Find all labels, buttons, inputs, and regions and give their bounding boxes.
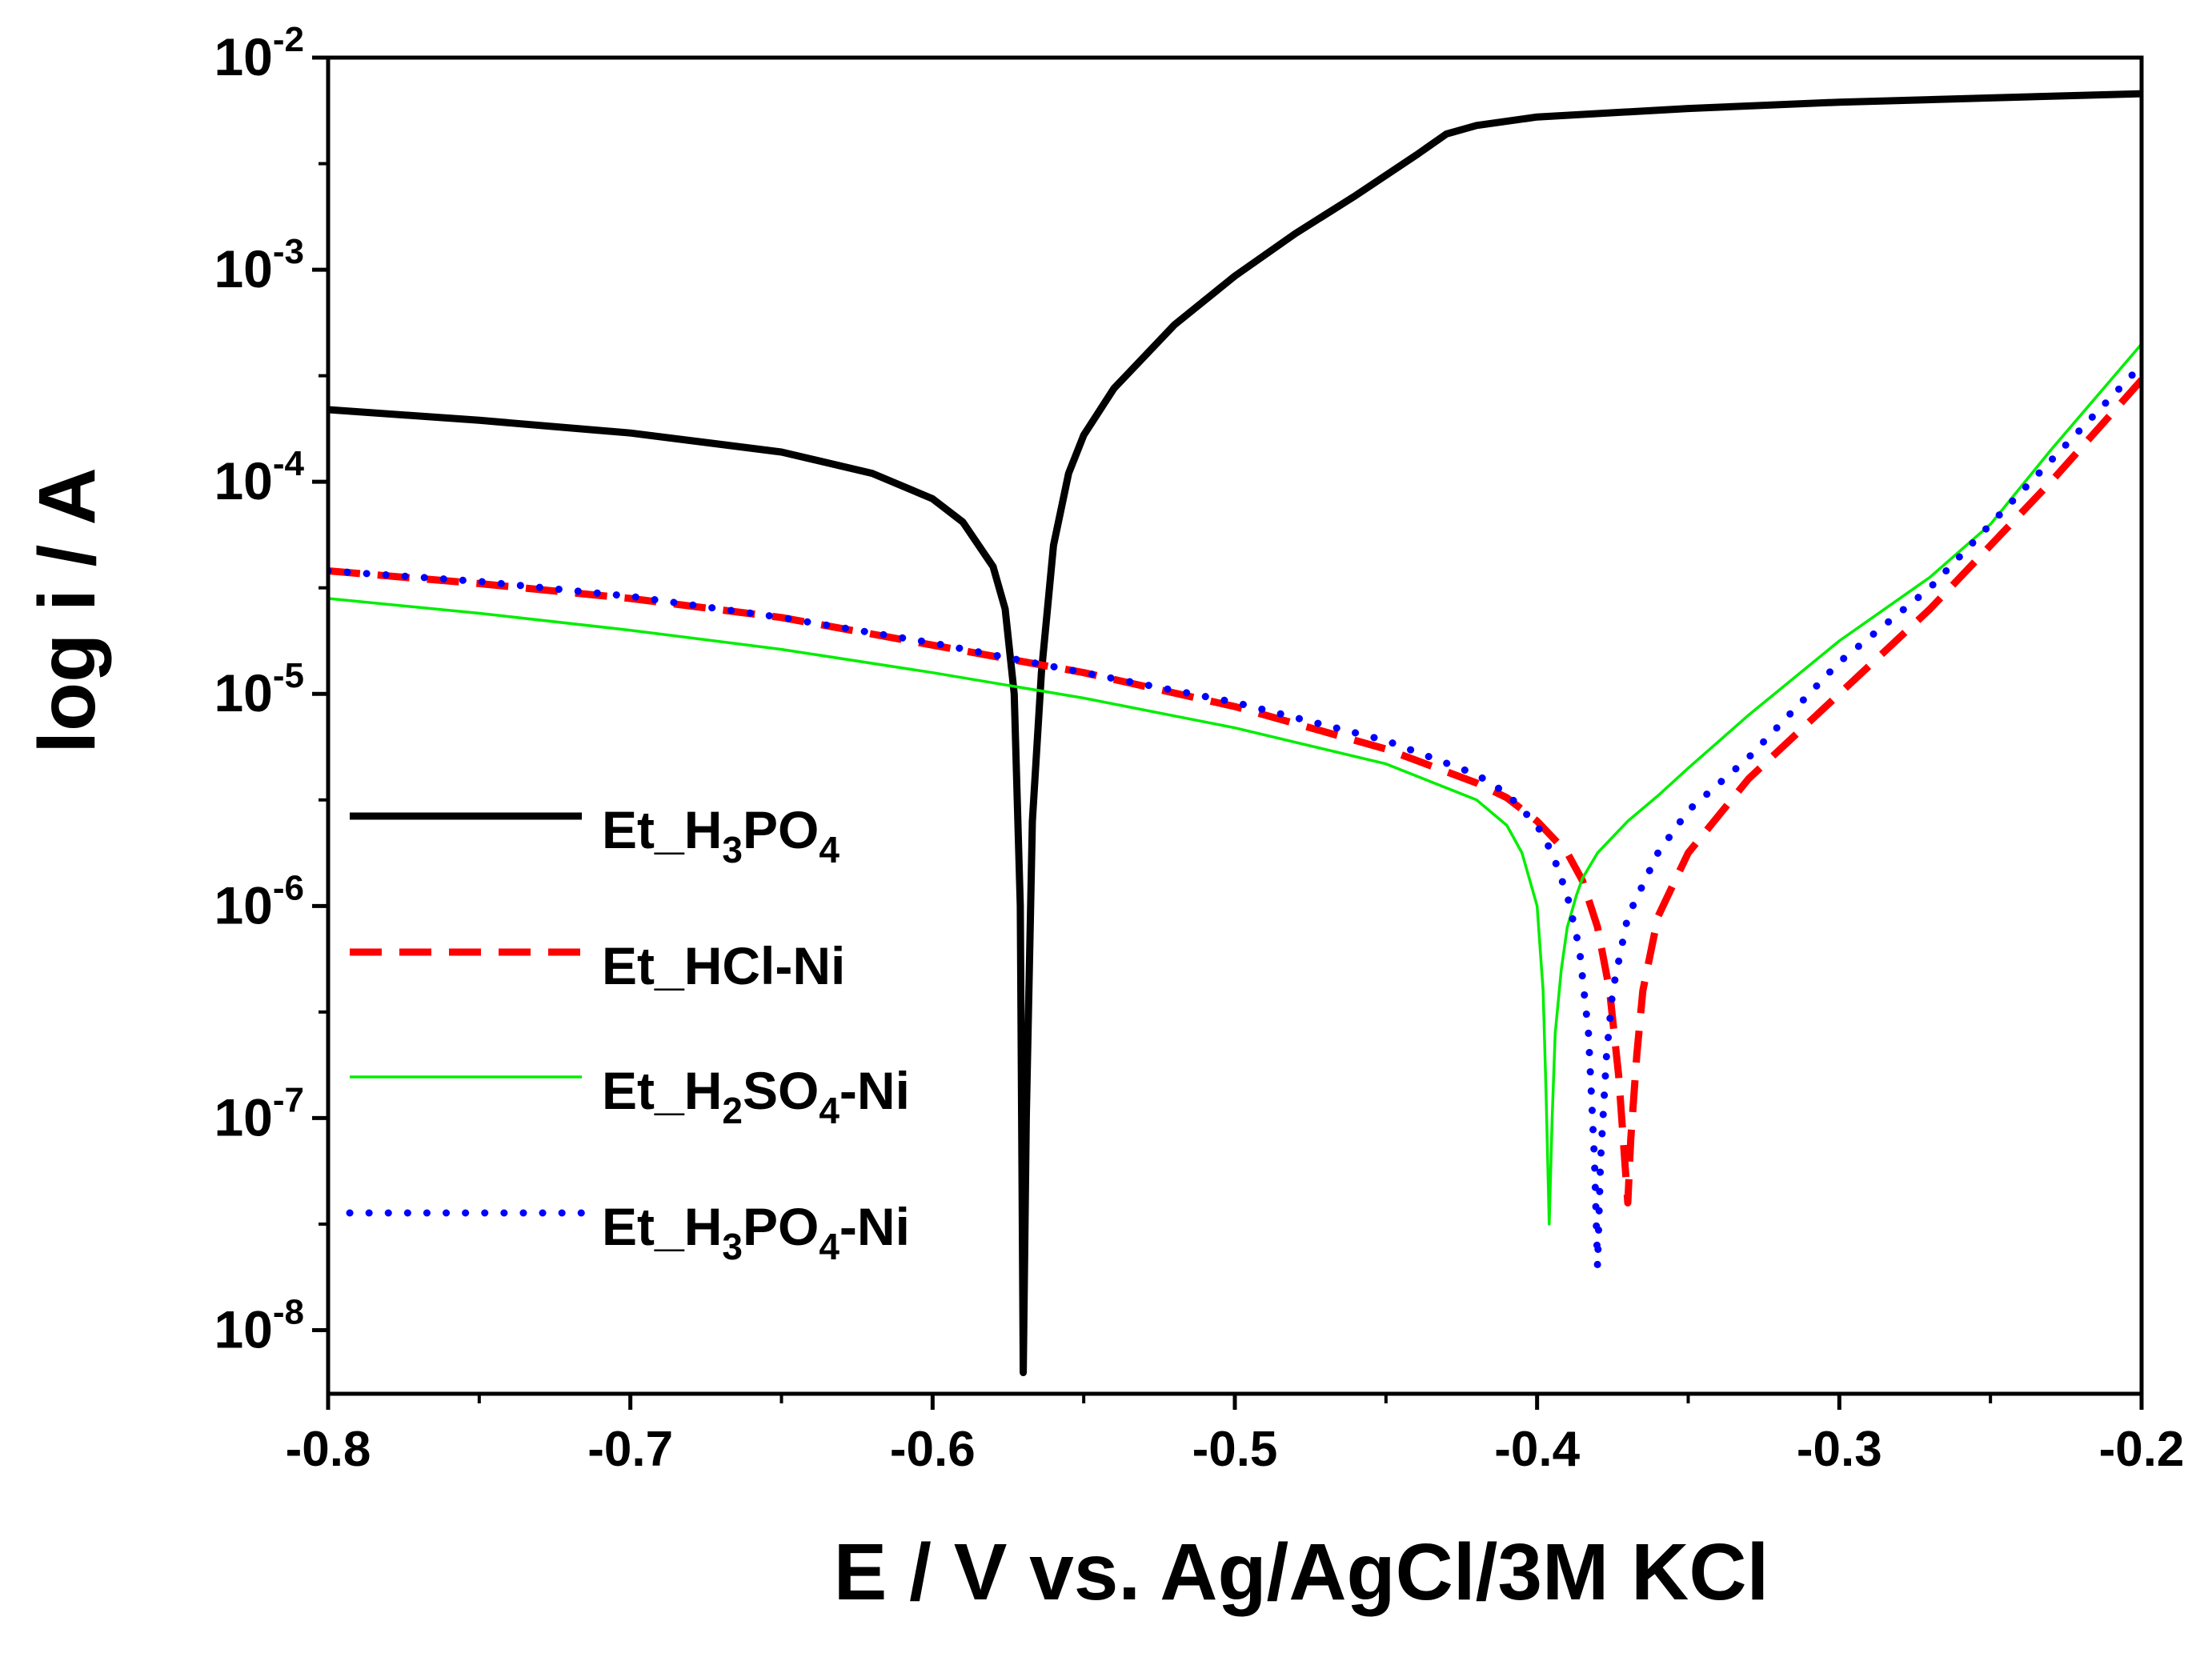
- legend-item: Et_H2SO4-Ni: [350, 1061, 910, 1131]
- y-axis-title: log i / A: [22, 467, 112, 753]
- y-tick-label: 10-3: [214, 232, 304, 298]
- y-tick-label: 10-8: [214, 1292, 304, 1359]
- series-line-et-h3po4-ni: [328, 361, 2142, 1271]
- series-line-et-h2so4-ni: [328, 342, 2142, 1226]
- x-tick-label: -0.8: [286, 1422, 371, 1477]
- x-axis-title: E / V vs. Ag/AgCl/3M KCl: [834, 1527, 1769, 1617]
- x-tick-label: -0.7: [587, 1422, 673, 1477]
- x-tick-label: -0.6: [890, 1422, 976, 1477]
- y-tick-label: 10-7: [214, 1080, 304, 1147]
- y-tick-label: 10-5: [214, 656, 304, 722]
- legend-item: Et_HCl-Ni: [350, 936, 845, 995]
- legend: Et_H3PO4 Et_HCl-Ni Et_H2SO4-Ni Et_H3PO4-Ni: [346, 800, 910, 1267]
- legend-label: Et_H2SO4-Ni: [602, 1061, 910, 1131]
- x-tick-label: -0.2: [2099, 1422, 2185, 1477]
- y-tick-label: 10-6: [214, 868, 304, 935]
- x-tick-label: -0.5: [1192, 1422, 1278, 1477]
- series-line-et-h3po4: [328, 90, 2142, 1376]
- legend-label: Et_H3PO4-Ni: [602, 1197, 910, 1267]
- x-tick-label: -0.3: [1797, 1422, 1882, 1477]
- y-tick-label: 10-4: [214, 444, 304, 510]
- ticks-layer: -0.8 -0.7 -0.6 -0.5 -0.4 -0.3 -0.2 10-2 10-3 10-4…: [214, 20, 2184, 1477]
- series-layer: [328, 90, 2142, 1376]
- legend-label: Et_HCl-Ni: [602, 936, 845, 995]
- legend-label: Et_H3PO4: [602, 800, 840, 871]
- x-tick-label: -0.4: [1494, 1422, 1580, 1477]
- legend-item: Et_H3PO4: [350, 800, 840, 871]
- legend-item: Et_H3PO4-Ni: [346, 1197, 910, 1267]
- y-tick-label: 10-2: [214, 20, 304, 86]
